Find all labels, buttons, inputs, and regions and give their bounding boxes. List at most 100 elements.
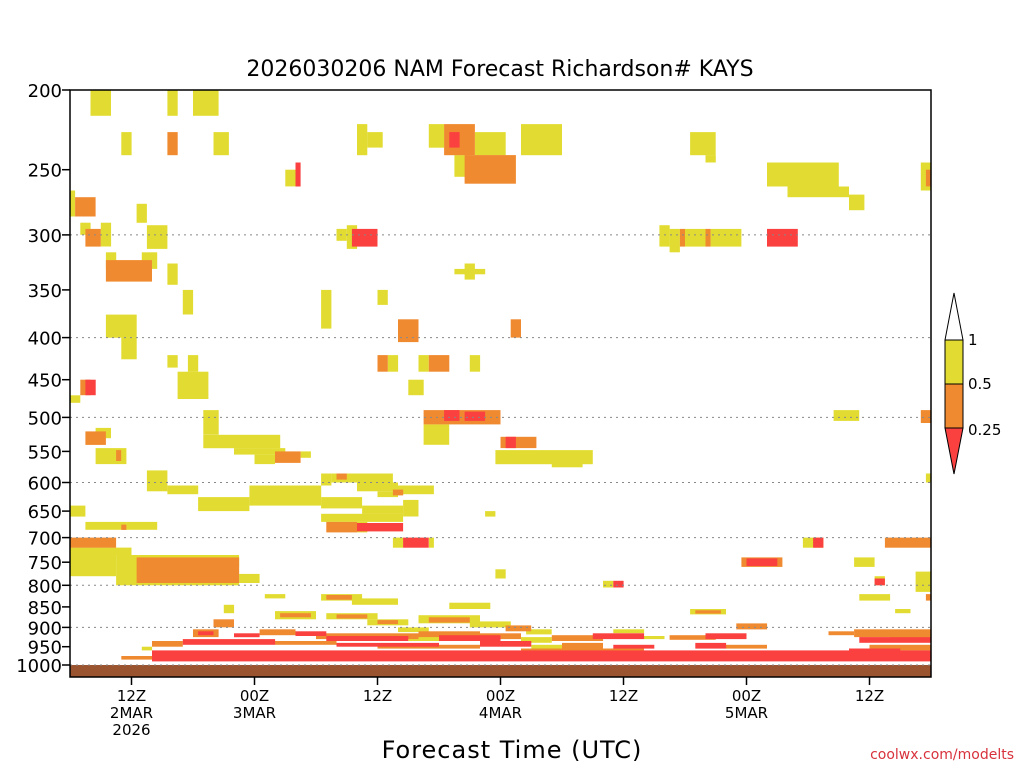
ri-patch-05-1 bbox=[398, 627, 429, 633]
ri-patch-below-025 bbox=[234, 633, 260, 638]
ri-patch-05-1 bbox=[264, 594, 286, 599]
ri-patch-05-1 bbox=[167, 263, 178, 285]
ri-patch-05-1 bbox=[167, 90, 178, 116]
ri-patch-05-1 bbox=[495, 450, 593, 465]
ri-patch-below-025 bbox=[849, 648, 901, 653]
ri-patch-05-1 bbox=[526, 629, 552, 635]
ri-patch-025-05 bbox=[105, 260, 152, 282]
ri-patch-05-1 bbox=[198, 497, 250, 512]
ri-patch-below-025 bbox=[357, 523, 404, 532]
ri-patch-025-05 bbox=[275, 641, 337, 645]
ri-patch-05-1 bbox=[193, 90, 219, 116]
ri-patch-below-025 bbox=[505, 436, 516, 449]
ri-patch-below-025 bbox=[152, 650, 931, 659]
ri-patch-05-1 bbox=[239, 573, 260, 583]
ri-patch-below-025 bbox=[152, 658, 931, 662]
ri-patch-05-1 bbox=[321, 513, 404, 522]
ri-patch-below-025 bbox=[444, 410, 460, 421]
ri-patch-05-1 bbox=[95, 448, 127, 465]
ri-patch-below-025 bbox=[613, 580, 624, 588]
ri-patch-05-1 bbox=[428, 124, 445, 148]
ri-patch-below-025 bbox=[336, 642, 439, 647]
ri-patch-05-1 bbox=[357, 482, 398, 492]
y-tick-label-300: 300 bbox=[28, 226, 62, 247]
ri-patch-025-05 bbox=[428, 355, 450, 372]
ri-patch-025-05 bbox=[884, 537, 931, 548]
x-tick-label: 4MAR bbox=[479, 704, 522, 722]
ri-patch-025-05 bbox=[377, 620, 398, 625]
ri-patch-05-1 bbox=[177, 371, 209, 399]
ri-patch-05-1 bbox=[331, 473, 393, 483]
ri-patch-05-1 bbox=[449, 602, 491, 609]
ri-patch-025-05 bbox=[275, 451, 301, 463]
ri-patch-05-1 bbox=[469, 621, 511, 628]
ri-patch-05-1 bbox=[85, 521, 127, 530]
ri-patch-025-05 bbox=[505, 625, 532, 632]
x-tick-label: 00Z bbox=[240, 687, 269, 705]
ri-patch-025-05 bbox=[464, 155, 516, 184]
x-tick-label: 2MAR bbox=[110, 704, 153, 722]
ri-patch-025-05 bbox=[925, 169, 931, 187]
y-tick-label-1000: 1000 bbox=[16, 656, 62, 677]
ri-patch-below-025 bbox=[874, 578, 885, 586]
ri-patch-025-05 bbox=[828, 631, 855, 636]
ri-patch-05-1 bbox=[203, 410, 219, 435]
ri-patch-025-05 bbox=[259, 629, 296, 636]
ri-patch-below-025 bbox=[859, 637, 932, 643]
ri-patch-05-1 bbox=[213, 132, 229, 156]
ri-patch-05-1 bbox=[710, 228, 742, 247]
ri-patch-05-1 bbox=[408, 379, 424, 396]
ri-patch-025-05 bbox=[167, 132, 178, 156]
x-tick-label: 00Z bbox=[486, 687, 515, 705]
ri-patch-025-05 bbox=[326, 521, 358, 533]
ri-patch-05-1 bbox=[121, 337, 137, 360]
ri-patch-025-05 bbox=[705, 228, 711, 247]
ri-patch-05-1 bbox=[495, 569, 506, 579]
ri-patch-below-025 bbox=[746, 558, 778, 566]
ri-patch-05-1 bbox=[659, 225, 670, 247]
ri-patch-025-05 bbox=[392, 489, 404, 496]
ri-patch-05-1 bbox=[925, 473, 931, 483]
y-tick-label-450: 450 bbox=[28, 371, 62, 392]
ri-patch-05-1 bbox=[418, 355, 429, 372]
x-tick-label: 12Z bbox=[117, 687, 146, 705]
ri-patch-05-1 bbox=[362, 505, 404, 514]
ri-patch-025-05 bbox=[562, 642, 603, 649]
ri-patch-05-1 bbox=[321, 473, 332, 486]
ri-patch-025-05 bbox=[669, 635, 716, 640]
y-axis: 200 250 300 350 400 450 500 550 600 650 700 7508008… bbox=[16, 81, 70, 677]
legend-05-1 bbox=[944, 339, 964, 385]
ri-patch-05-1 bbox=[136, 203, 147, 223]
ri-patch-025-05 bbox=[423, 410, 501, 425]
ri-patch-below-025 bbox=[182, 639, 276, 645]
ri-patch-05-1 bbox=[223, 604, 235, 614]
y-tick-label-400: 400 bbox=[28, 329, 62, 350]
y-tick-label-950: 950 bbox=[28, 638, 62, 659]
legend-below-025 bbox=[944, 427, 964, 475]
ri-patch-05-1 bbox=[254, 454, 275, 465]
ri-patch-below-025 bbox=[480, 641, 532, 647]
ri-patch-05-1 bbox=[321, 497, 363, 509]
ri-patch-below-025 bbox=[449, 132, 460, 148]
ri-patch-05-1 bbox=[126, 521, 158, 530]
y-tick-label-550: 550 bbox=[28, 442, 62, 463]
ri-patch-05-1 bbox=[685, 228, 706, 247]
x-tick-label: 3MAR bbox=[233, 704, 276, 722]
ri-patch-05-1 bbox=[70, 395, 81, 403]
watermark: coolwx.com/modelts bbox=[870, 747, 1014, 763]
x-tick-label: 00Z bbox=[732, 687, 761, 705]
colorbar-legend: 1 0.5 0.25 bbox=[944, 292, 1001, 475]
y-tick-label-900: 900 bbox=[28, 618, 62, 639]
ri-patch-05-1 bbox=[90, 90, 111, 116]
ri-patch-025-05 bbox=[121, 656, 163, 660]
ri-patch-05-1 bbox=[428, 537, 434, 548]
ri-patch-025-05 bbox=[920, 410, 932, 423]
ri-patch-05-1 bbox=[423, 424, 450, 445]
ri-patch-below-025 bbox=[813, 537, 824, 548]
ri-patch-025-05 bbox=[336, 614, 368, 619]
ri-patch-05-1 bbox=[285, 169, 296, 187]
ri-patch-below-025 bbox=[351, 228, 378, 247]
ri-patch-05-1 bbox=[767, 162, 839, 187]
ri-patch-05-1 bbox=[121, 132, 132, 156]
